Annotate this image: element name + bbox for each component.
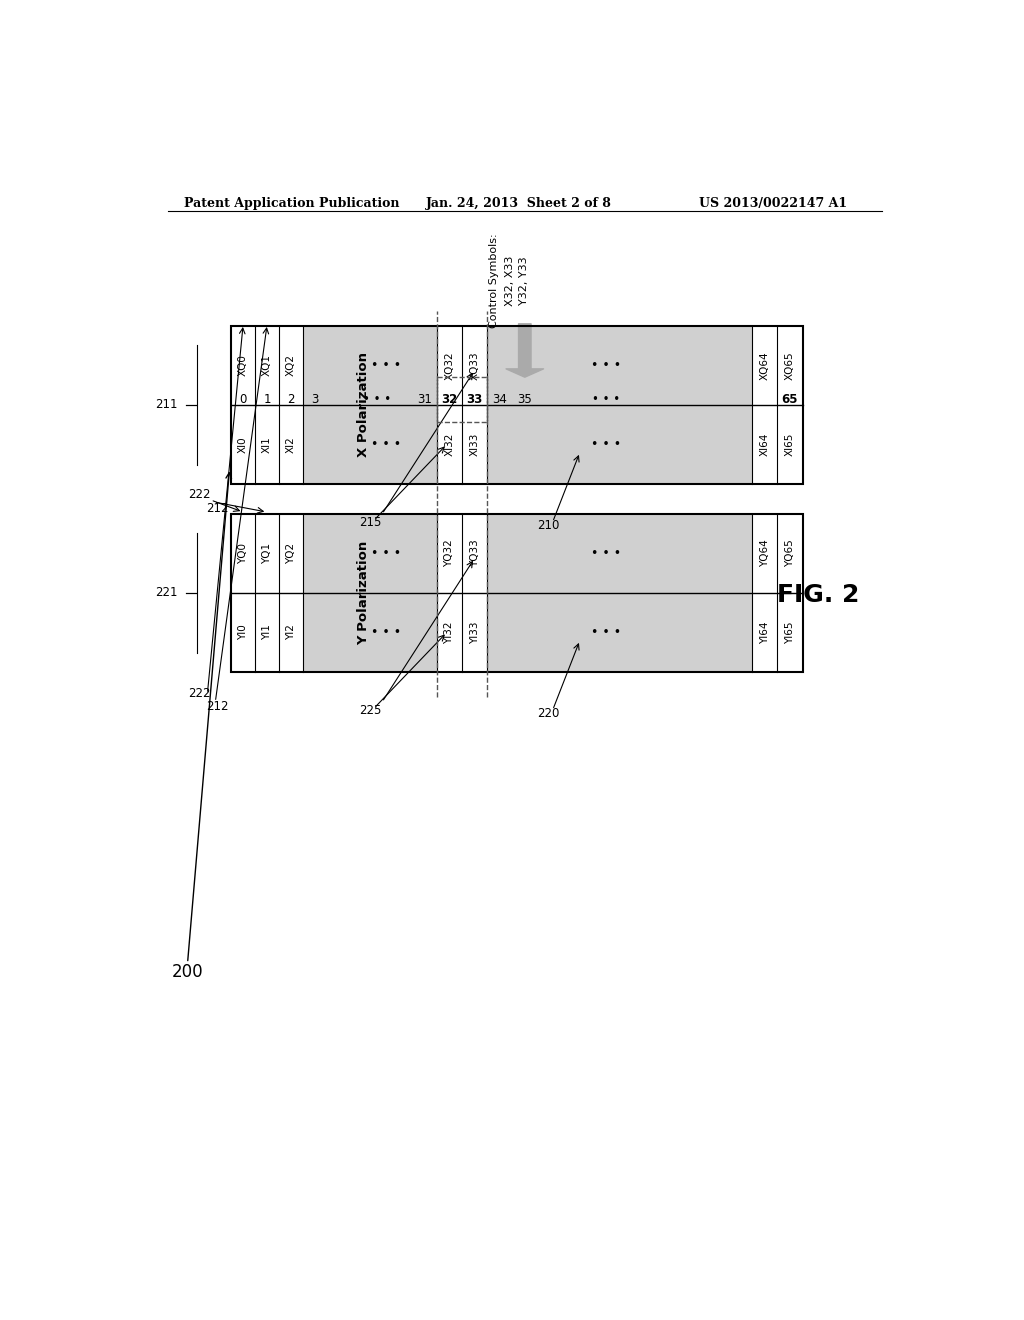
Text: YQ33: YQ33 xyxy=(470,540,479,568)
Text: 65: 65 xyxy=(781,393,799,405)
Text: YI32: YI32 xyxy=(444,620,455,644)
Text: YI2: YI2 xyxy=(286,624,296,640)
Text: YQ1: YQ1 xyxy=(262,543,272,564)
Text: Y Polarization: Y Polarization xyxy=(356,541,370,645)
Text: XI64: XI64 xyxy=(760,433,770,455)
Text: XI0: XI0 xyxy=(239,436,248,453)
Text: 200: 200 xyxy=(172,962,204,981)
Text: XQ33: XQ33 xyxy=(470,351,479,380)
Text: FIG. 2: FIG. 2 xyxy=(777,583,859,607)
Text: 31: 31 xyxy=(417,393,432,405)
Bar xyxy=(487,593,753,672)
Text: Patent Application Publication: Patent Application Publication xyxy=(183,197,399,210)
Text: 220: 220 xyxy=(538,708,560,721)
Bar xyxy=(303,593,437,672)
Text: • • •: • • • xyxy=(371,359,401,372)
Text: YQ65: YQ65 xyxy=(785,540,795,568)
Text: • • •: • • • xyxy=(362,393,391,405)
Text: XI33: XI33 xyxy=(470,433,479,455)
Text: 225: 225 xyxy=(358,705,381,717)
Bar xyxy=(487,405,753,483)
Text: • • •: • • • xyxy=(371,626,401,639)
Text: X Polarization: X Polarization xyxy=(356,352,370,457)
Text: YQ2: YQ2 xyxy=(286,543,296,564)
Text: XQ65: XQ65 xyxy=(785,351,795,380)
Bar xyxy=(303,326,437,405)
Bar xyxy=(303,515,437,593)
Text: XQ64: XQ64 xyxy=(760,351,770,380)
Text: • • •: • • • xyxy=(371,438,401,450)
Text: Y32, Y33: Y32, Y33 xyxy=(519,256,529,305)
Text: • • •: • • • xyxy=(371,546,401,560)
Text: XI2: XI2 xyxy=(286,436,296,453)
Text: XI65: XI65 xyxy=(785,433,795,455)
Text: 222: 222 xyxy=(188,488,211,500)
Text: US 2013/0022147 A1: US 2013/0022147 A1 xyxy=(699,197,848,210)
Text: YQ0: YQ0 xyxy=(239,543,248,564)
Text: 2: 2 xyxy=(288,393,295,405)
Text: 212: 212 xyxy=(206,701,228,713)
Text: 211: 211 xyxy=(155,399,177,412)
Text: YQ64: YQ64 xyxy=(760,540,770,568)
Text: 35: 35 xyxy=(517,393,532,405)
Bar xyxy=(487,515,753,593)
Text: 1: 1 xyxy=(263,393,271,405)
Text: XI1: XI1 xyxy=(262,436,272,453)
Text: Control Symbols:: Control Symbols: xyxy=(489,234,499,327)
Text: 34: 34 xyxy=(493,393,507,405)
Text: 212: 212 xyxy=(206,502,228,515)
Text: • • •: • • • xyxy=(592,359,622,372)
Text: YI1: YI1 xyxy=(262,624,272,640)
Text: 215: 215 xyxy=(358,516,381,529)
Text: 221: 221 xyxy=(155,586,177,599)
Bar xyxy=(487,326,753,405)
Text: YI65: YI65 xyxy=(785,620,795,644)
Text: YQ32: YQ32 xyxy=(444,540,455,568)
Text: 210: 210 xyxy=(538,519,560,532)
Text: Jan. 24, 2013  Sheet 2 of 8: Jan. 24, 2013 Sheet 2 of 8 xyxy=(426,197,611,210)
Text: 3: 3 xyxy=(311,393,318,405)
Bar xyxy=(231,513,803,672)
Text: 222: 222 xyxy=(188,688,211,700)
Text: • • •: • • • xyxy=(592,438,622,450)
Text: 32: 32 xyxy=(441,393,458,405)
Text: XQ0: XQ0 xyxy=(239,355,248,376)
Text: 33: 33 xyxy=(467,393,482,405)
Text: YI64: YI64 xyxy=(760,620,770,644)
Text: 0: 0 xyxy=(240,393,247,405)
Bar xyxy=(303,405,437,483)
Text: X32, X33: X32, X33 xyxy=(505,255,515,305)
Text: • • •: • • • xyxy=(592,626,622,639)
Bar xyxy=(231,326,803,483)
Text: XQ2: XQ2 xyxy=(286,355,296,376)
Text: YI0: YI0 xyxy=(239,624,248,640)
Text: • • •: • • • xyxy=(592,546,622,560)
Text: • • •: • • • xyxy=(593,393,621,405)
Text: XI32: XI32 xyxy=(444,433,455,455)
Text: YI33: YI33 xyxy=(470,620,479,644)
Text: XQ32: XQ32 xyxy=(444,351,455,380)
Text: XQ1: XQ1 xyxy=(262,355,272,376)
